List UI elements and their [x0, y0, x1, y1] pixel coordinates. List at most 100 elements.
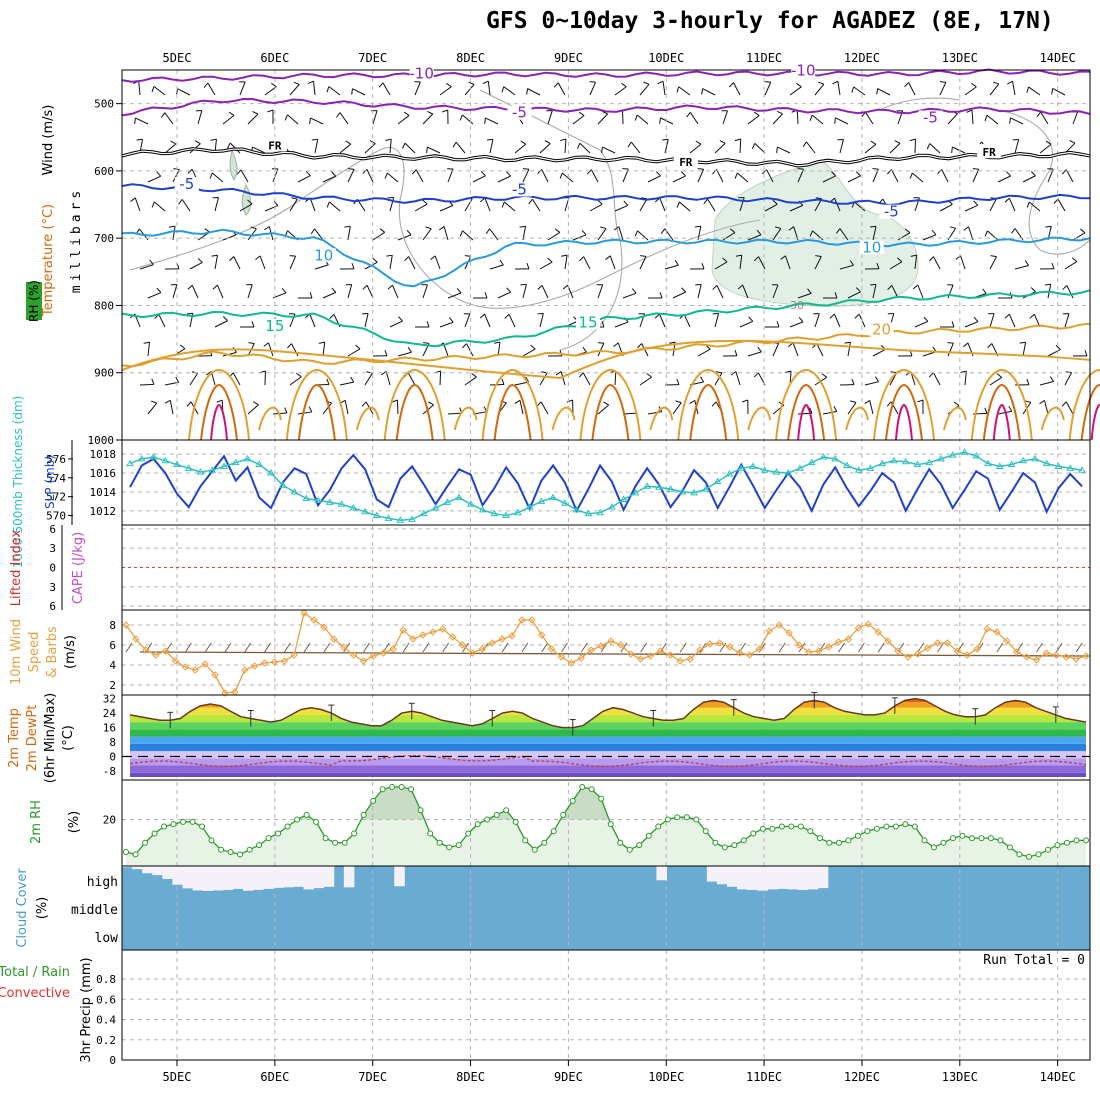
x-tick-label-top: 13DEC — [942, 51, 978, 65]
wind-speed-point — [1062, 653, 1070, 661]
thickness-point — [126, 459, 134, 467]
cloud-high-gap — [716, 866, 728, 885]
wind-barb-flag — [471, 373, 477, 378]
wind-barb — [602, 146, 616, 154]
rh-point — [911, 823, 918, 830]
wind-barb — [672, 291, 686, 299]
isotherm-label-bg — [409, 66, 434, 81]
rh-fill-high — [297, 787, 697, 820]
rh-point — [294, 816, 301, 823]
wind-barb — [397, 115, 410, 125]
rh-point — [607, 821, 614, 828]
wind-barb — [1065, 401, 1074, 415]
wind-barb-flag — [674, 259, 679, 266]
wind-barb — [639, 376, 652, 386]
wind-barb — [539, 313, 544, 328]
wind-barb — [722, 110, 728, 125]
wind-barb-flag — [326, 86, 330, 93]
x-tick-label-bottom: 10DEC — [648, 1070, 684, 1084]
cloud-high-gap — [706, 866, 718, 882]
wind-barb-flag — [643, 81, 650, 85]
wind-barb-flag — [876, 88, 879, 95]
cloud-high-gap — [313, 866, 325, 889]
wind-barb-flag — [966, 109, 973, 113]
cloud-high-gap — [323, 866, 335, 887]
y-tick-label: 900 — [94, 367, 114, 380]
wind-barb — [972, 169, 980, 183]
isotherm-label: -5 — [512, 180, 527, 198]
wind-speed-point — [429, 628, 437, 636]
wind-barb-flag — [917, 399, 924, 403]
wind-barb-flag — [197, 257, 203, 263]
thickness-point — [631, 488, 640, 496]
temp-color-band — [130, 702, 1086, 708]
thickness-point — [396, 516, 405, 523]
thickness-point — [513, 508, 522, 516]
wind-barb-flag — [662, 138, 669, 141]
rh-point — [132, 851, 139, 858]
cloud-high-gap — [767, 866, 778, 890]
thickness-point — [796, 464, 804, 471]
wind-barb-flag — [519, 225, 526, 228]
wind-barb — [484, 197, 491, 212]
wind-barb — [722, 232, 736, 241]
rh-point — [940, 839, 947, 846]
isotherm--10 — [121, 68, 1091, 83]
wind-barb-10m — [323, 642, 331, 653]
wind-barb-flag — [486, 138, 494, 141]
wind-barb-flag — [748, 316, 754, 322]
wind-axis-label: Speed — [27, 632, 42, 673]
wind-barb — [1072, 110, 1079, 125]
wind-barb-flag — [1065, 371, 1072, 374]
wind-barb-flag — [1071, 257, 1078, 262]
rh-shading — [241, 183, 251, 216]
wind-barb — [541, 169, 549, 183]
wind-barb — [309, 197, 316, 212]
thickness-point — [443, 498, 452, 505]
wind-barb — [1064, 313, 1070, 328]
wind-barb — [960, 255, 966, 270]
isotherm-label: -5 — [923, 108, 938, 126]
y-tick-label: 600 — [94, 165, 114, 178]
cloud-high-gap — [253, 866, 264, 890]
wind-barb-flag — [601, 321, 605, 328]
wind-barb — [214, 320, 228, 328]
thickness-point — [419, 509, 428, 517]
wind-barb — [497, 175, 511, 183]
wind-barb — [366, 169, 374, 183]
wind-barb-flag — [741, 399, 748, 403]
wind-barb — [547, 232, 561, 241]
x-tick-label-top: 7DEC — [358, 51, 387, 65]
wind-barb — [772, 343, 780, 357]
wind-barb — [572, 115, 585, 125]
rh-point — [512, 818, 519, 825]
temp-axis-label: (6hr Min/Max) — [43, 693, 58, 783]
isotherm-30 — [1080, 383, 1100, 441]
wind-barb — [147, 402, 158, 415]
wind-barb — [614, 370, 617, 386]
li-tick-label: 0 — [49, 562, 56, 575]
thickness-point — [290, 487, 299, 495]
wind-barb — [414, 81, 421, 96]
wind-barb-flag — [423, 342, 430, 344]
thickness-point — [1078, 466, 1086, 473]
wind-barb-10m — [838, 642, 845, 653]
temp-tick-label: 8 — [109, 736, 116, 749]
rh-tick-label: 20 — [103, 814, 116, 827]
wind-barb — [597, 228, 607, 241]
wind-barb-flag — [600, 226, 607, 230]
wind-barb — [443, 226, 449, 241]
wind-barb — [590, 169, 599, 183]
thickness-point — [231, 458, 240, 466]
wind-barb — [181, 199, 191, 212]
thickness-point — [220, 462, 228, 469]
wind-barb — [659, 197, 666, 212]
wind-barb-flag — [815, 197, 822, 200]
wind-axis-label: (m/s) — [63, 635, 78, 669]
thickness-point — [784, 469, 793, 476]
wind-barb — [352, 88, 366, 96]
wind-barb-flag — [764, 81, 771, 83]
wind-barb — [522, 284, 527, 299]
rh-point — [854, 832, 861, 839]
wind-barb — [797, 292, 812, 299]
